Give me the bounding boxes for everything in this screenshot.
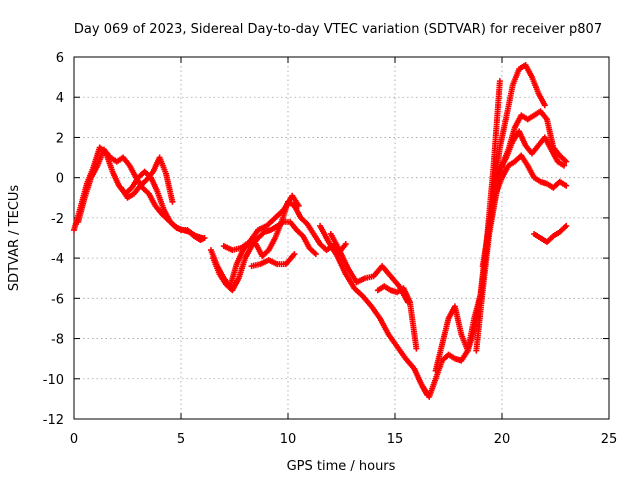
y-tick-label: -2 (51, 212, 64, 227)
series-track-2 (75, 146, 208, 244)
data-point (541, 102, 548, 109)
data-point (169, 198, 176, 205)
tick-layer: 0 5 10 15 20 25 -12 -10 -8 -6 -4 -2 0 2 4 6 (43, 51, 618, 447)
data-point (291, 251, 298, 258)
series-track-8 (317, 222, 431, 398)
data-point (563, 222, 570, 229)
y-axis-label: SDTVAR / TECUs (7, 185, 22, 292)
y-tick-label: 0 (56, 172, 64, 187)
series-track-5 (210, 218, 319, 294)
series-track-16 (531, 222, 570, 246)
series-track-7 (248, 251, 298, 270)
x-tick-label: 5 (177, 432, 185, 447)
x-axis-label: GPS time / hours (287, 459, 396, 474)
series-track-15 (479, 152, 570, 270)
y-tick-label: -4 (51, 252, 64, 267)
series-track-3 (118, 154, 176, 205)
x-tick-label: 25 (601, 432, 618, 447)
y-tick-label: -10 (43, 373, 64, 388)
grid-layer (74, 57, 609, 419)
y-tick-label: 4 (56, 91, 64, 106)
x-tick-label: 20 (494, 432, 511, 447)
chart-title: Day 069 of 2023, Sidereal Day-to-day VTE… (74, 22, 602, 37)
y-tick-label: -12 (43, 413, 64, 428)
data-point (496, 78, 503, 85)
data-point (563, 158, 570, 165)
data-point (342, 241, 349, 248)
series-track-6 (220, 192, 302, 254)
data-point (561, 162, 568, 169)
data-layer (71, 62, 570, 400)
data-point (201, 235, 208, 241)
y-tick-label: 2 (56, 131, 64, 146)
y-tick-label: 6 (56, 51, 64, 66)
x-tick-label: 0 (70, 432, 78, 447)
data-point (563, 182, 570, 189)
y-tick-label: -6 (51, 292, 64, 307)
data-point (312, 251, 319, 258)
x-tick-label: 10 (280, 432, 297, 447)
x-tick-label: 15 (387, 432, 404, 447)
y-tick-label: -8 (51, 333, 64, 348)
series-track-10 (374, 283, 420, 352)
data-point (413, 345, 420, 352)
plot-frame (73, 56, 610, 420)
data-point (295, 202, 302, 209)
